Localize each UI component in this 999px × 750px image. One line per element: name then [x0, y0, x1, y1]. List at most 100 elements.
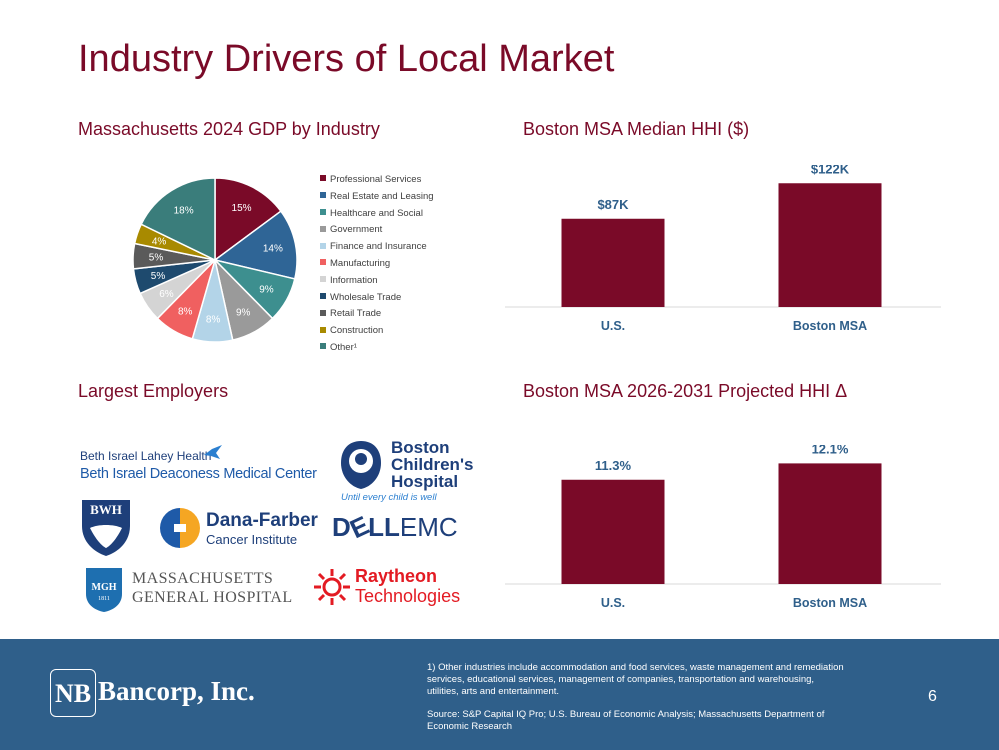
- bar-data-label: $122K: [811, 165, 850, 176]
- legend-swatch: [320, 242, 326, 249]
- mgh-badge-year: 1811: [98, 596, 110, 602]
- bar: [561, 479, 665, 584]
- bch-tagline: Until every child is well: [341, 492, 437, 503]
- dana-farber-mark-icon: [160, 508, 200, 548]
- legend-label: Government: [330, 224, 383, 236]
- gdp-section-title: Massachusetts 2024 GDP by Industry: [78, 119, 380, 139]
- page-title: Industry Drivers of Local Market: [78, 38, 615, 80]
- footer-band: [0, 639, 999, 750]
- legend-label: Finance and Insurance: [330, 241, 427, 253]
- source-note: Source: S&P Capital IQ Pro; U.S. Bureau …: [427, 709, 825, 732]
- legend-swatch: [320, 225, 326, 232]
- pie-slice-label: 14%: [263, 244, 283, 255]
- raytheon-name: Raytheon: [355, 566, 438, 586]
- footnote-1: 1) Other industries include accommodatio…: [427, 662, 844, 697]
- pie-slice-label: 6%: [159, 289, 174, 300]
- dana-farber-subtitle: Cancer Institute: [206, 532, 298, 547]
- bch-line-3: Hospital: [391, 472, 459, 491]
- legend-swatch: [320, 175, 326, 182]
- legend-item: Construction: [320, 323, 434, 340]
- bwh-text: BWH: [90, 502, 122, 517]
- legend-item: Manufacturing: [320, 256, 434, 273]
- pie-slice-label: 8%: [178, 306, 193, 317]
- bar: [778, 463, 882, 584]
- legend-swatch: [320, 259, 326, 266]
- bird-icon: [204, 445, 222, 459]
- pie-slice-label: 18%: [174, 205, 194, 216]
- legend-item: Real Estate and Leasing: [320, 189, 434, 206]
- bar: [778, 183, 882, 307]
- bar: [561, 218, 665, 307]
- footnotes: 1) Other industries include accommodatio…: [427, 662, 847, 744]
- legend-item: Professional Services: [320, 172, 434, 189]
- mgh-shield-icon: [86, 568, 122, 612]
- gdp-pie-legend: Professional Services Real Estate and Lea…: [320, 172, 434, 357]
- legend-item: Other¹: [320, 340, 434, 357]
- category-tick-label: U.S.: [601, 319, 625, 333]
- legend-swatch: [320, 276, 326, 283]
- boston-childrens-logo: Boston Children's Hospital Until every c…: [333, 437, 473, 505]
- projected-hhi-bar-chart: 11.3% U.S. 12.1% Boston MSA: [505, 445, 941, 610]
- legend-label: Professional Services: [330, 174, 422, 185]
- mgh-logo: MGH 1811 MASSACHUSETTS GENERAL HOSPITAL: [86, 568, 316, 614]
- pie-slice-label: 9%: [236, 307, 251, 318]
- bar-data-label: $87K: [597, 197, 629, 212]
- legend-item: Wholesale Trade: [320, 290, 434, 307]
- legend-item: Finance and Insurance: [320, 239, 434, 256]
- legend-label: Retail Trade: [330, 308, 382, 320]
- dell-letters-ll: LL: [368, 512, 400, 542]
- legend-label: Wholesale Trade: [330, 291, 402, 303]
- legend-swatch: [320, 326, 326, 333]
- legend-swatch: [320, 309, 326, 316]
- pie-slice-label: 5%: [151, 271, 166, 282]
- bwh-shield-icon: [82, 500, 130, 556]
- legend-label: Real Estate and Leasing: [330, 190, 434, 202]
- page-number: 6: [928, 688, 937, 705]
- pie-slice-label: 9%: [259, 284, 274, 295]
- legend-swatch: [320, 192, 326, 199]
- legend-swatch: [320, 293, 326, 300]
- legend-label: Healthcare and Social: [330, 207, 423, 219]
- legend-label: Manufacturing: [330, 257, 391, 269]
- raytheon-subtitle: Technologies: [355, 586, 461, 606]
- bar-data-label: 12.1%: [812, 445, 849, 456]
- legend-item: Government: [320, 222, 434, 239]
- category-tick-label: Boston MSA: [793, 596, 867, 610]
- mgh-badge-text: MGH: [91, 582, 117, 593]
- pie-slice-label: 5%: [149, 253, 164, 264]
- bch-line-2: Children's: [391, 455, 474, 474]
- legend-item: Retail Trade: [320, 306, 434, 323]
- brand-mark: NB: [50, 669, 96, 717]
- mgh-line-1: MASSACHUSETTS: [132, 570, 274, 587]
- childrens-crest-icon: [341, 441, 381, 489]
- bidmc-name: Beth Israel Deaconess Medical Center: [80, 466, 317, 482]
- nb-bancorp-logo: NB Bancorp, Inc.: [50, 669, 268, 719]
- raytheon-logo: Raytheon Technologies: [313, 566, 473, 610]
- pie-slice-label: 4%: [152, 237, 167, 248]
- legend-item: Healthcare and Social: [320, 206, 434, 223]
- legend-swatch: [320, 209, 326, 216]
- beth-israel-logo: Beth Israel Lahey Health Beth Israel Dea…: [80, 443, 320, 488]
- pie-slice: [214, 177, 282, 262]
- bar-data-label: 11.3%: [595, 458, 632, 473]
- projected-section-title: Boston MSA 2026-2031 Projected HHI Δ: [523, 381, 848, 401]
- dana-farber-logo: Dana-Farber Cancer Institute: [160, 508, 320, 550]
- brand-name: Bancorp, Inc.: [98, 676, 255, 706]
- pie-slice-label: 15%: [232, 203, 252, 214]
- pie-slice-label: 8%: [206, 315, 221, 326]
- hhi-section-title: Boston MSA Median HHI ($): [523, 119, 750, 139]
- category-tick-label: Boston MSA: [793, 319, 867, 333]
- median-hhi-bar-chart: $87K U.S. $122K Boston MSA: [505, 165, 941, 333]
- legend-label: Construction: [330, 325, 384, 337]
- legend-item: Information: [320, 273, 434, 290]
- emc-text: EMC: [399, 512, 458, 542]
- dana-farber-name: Dana-Farber: [206, 510, 318, 531]
- raytheon-burst-icon: [314, 569, 350, 605]
- category-tick-label: U.S.: [601, 596, 625, 610]
- mgh-line-2: GENERAL HOSPITAL: [132, 589, 293, 606]
- legend-swatch: [320, 343, 326, 350]
- bwh-logo: BWH: [80, 498, 132, 558]
- bilh-name: Beth Israel Lahey Health: [80, 449, 212, 463]
- pie-slice: [213, 210, 298, 280]
- dell-emc-logo: DELLEMC: [332, 510, 472, 546]
